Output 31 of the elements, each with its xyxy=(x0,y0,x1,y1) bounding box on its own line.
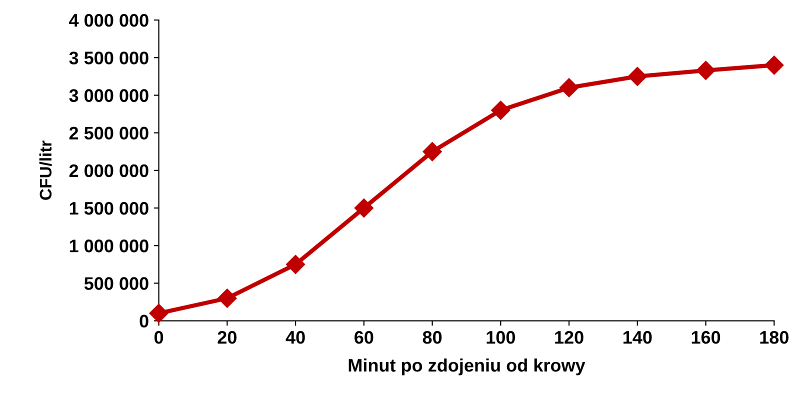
x-axis-title: Minut po zdojeniu od krowy xyxy=(348,358,586,376)
point xyxy=(696,60,716,80)
point xyxy=(354,198,374,218)
point xyxy=(560,78,579,98)
x-tick-label: 140 xyxy=(623,331,652,344)
y-tick-label: 2 000 000 xyxy=(69,164,148,178)
x-tick-label: 60 xyxy=(354,331,374,344)
point xyxy=(149,304,168,323)
point xyxy=(764,56,784,75)
point xyxy=(628,66,647,86)
x-tick-label: 120 xyxy=(555,331,584,344)
x-tick-label: 0 xyxy=(154,331,164,344)
x-tick-label: 160 xyxy=(692,331,720,344)
point xyxy=(422,142,442,162)
y-axis-title: CFU/litr xyxy=(39,140,52,200)
y-tick-label: 2 500 000 xyxy=(69,126,148,140)
y-tick-label: 1 500 000 xyxy=(70,202,148,215)
point xyxy=(218,288,237,308)
x-tick-label: 40 xyxy=(286,331,305,344)
x-tick-label: 20 xyxy=(218,331,236,344)
x-tick-label: 80 xyxy=(422,331,442,344)
x-tick-label: 100 xyxy=(486,331,515,344)
point xyxy=(286,254,306,274)
point xyxy=(491,100,510,120)
x-tick-label: 180 xyxy=(760,331,788,344)
y-tick-label: 1 000 000 xyxy=(70,240,148,252)
y-tick-label: 0 xyxy=(140,314,148,328)
y-tick-label: 4 000 000 xyxy=(69,14,148,27)
y-tick-label: 3 000 000 xyxy=(69,89,148,102)
y-tick-label: 500 000 xyxy=(84,277,148,290)
y-tick-label: 3 500 000 xyxy=(69,52,148,64)
